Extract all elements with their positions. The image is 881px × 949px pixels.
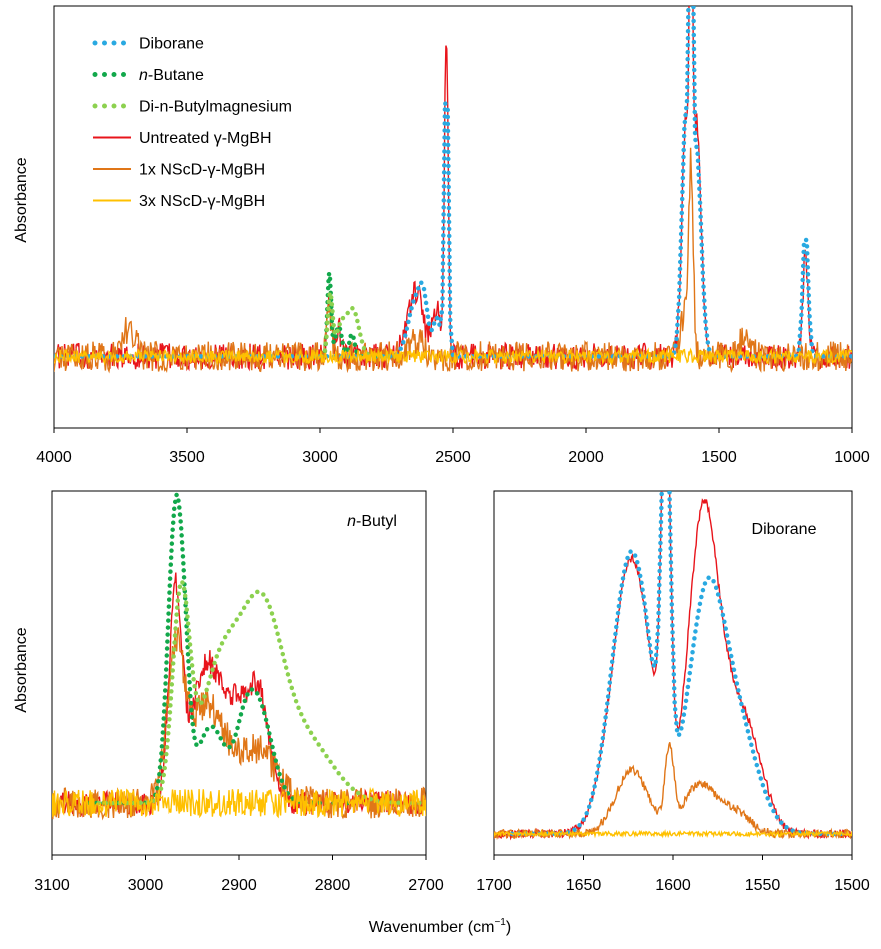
- x-tick-label: 2900: [221, 877, 257, 894]
- legend-label: Untreated γ-MgBH: [139, 130, 272, 147]
- series-nscd3: [52, 786, 426, 819]
- legend-item-butane: n-Butane: [92, 67, 204, 84]
- x-tick-label: 3000: [302, 449, 338, 466]
- series-nscd1: [54, 147, 852, 374]
- x-tick-label: 2700: [408, 877, 444, 894]
- legend-item-nscd1: 1x NScD-γ-MgBH: [93, 162, 265, 179]
- chart-diborane: 1700 1650 1600 1550 1500 Diborane: [476, 490, 870, 894]
- panel-title: n-Butyl: [347, 513, 397, 530]
- plot-area: [54, 6, 852, 374]
- series-diborane: [509, 491, 846, 837]
- x-tick-label: 1650: [566, 877, 602, 894]
- panel-title: Diborane: [752, 521, 817, 538]
- x-tick-label: 1000: [834, 449, 870, 466]
- x-tick-label: 2500: [435, 449, 471, 466]
- plot-area: [494, 491, 852, 841]
- x-tick-label: 2000: [568, 449, 604, 466]
- x-tick-label: 3100: [34, 877, 70, 894]
- x-tick-label: 3000: [128, 877, 164, 894]
- legend-label: Di-n-Butylmagnesium: [139, 99, 292, 116]
- legend-item-nscd3: 3x NScD-γ-MgBH: [93, 193, 265, 210]
- legend-item-diborane: Diborane: [92, 36, 204, 53]
- x-tick-label: 1500: [701, 449, 737, 466]
- series-nscd3: [494, 828, 852, 839]
- x-tick-label: 1550: [745, 877, 781, 894]
- x-tick-label: 4000: [36, 449, 72, 466]
- series-untreated: [54, 6, 852, 372]
- series-untreated: [52, 572, 426, 818]
- legend-label: 3x NScD-γ-MgBH: [139, 193, 265, 210]
- x-tick-label: 1500: [834, 877, 870, 894]
- series-nscd1: [494, 742, 852, 841]
- series-dibutylmg: [96, 578, 426, 806]
- x-axis-label: Wavenumber (cm−1): [369, 917, 511, 936]
- chart-overview: 4000 3500 3000 2500 2000 1500 1000 Absorbance Di…: [13, 5, 870, 466]
- plot-area: [52, 493, 426, 821]
- y-axis-label: Absorbance: [13, 157, 30, 242]
- legend-item-untreated: Untreated γ-MgBH: [93, 130, 272, 147]
- series-dibutylmg: [312, 289, 403, 359]
- y-axis-label: Absorbance: [13, 627, 30, 712]
- legend-label: n-Butane: [139, 67, 204, 84]
- legend-label: Diborane: [139, 36, 204, 53]
- series-nscd3: [54, 347, 852, 366]
- x-tick-label: 1700: [476, 877, 512, 894]
- legend-item-dibutylmg: Di-n-Butylmagnesium: [92, 99, 292, 116]
- legend: Diborane n-Butane Di-n-Butylmagnesium Untre…: [92, 36, 292, 210]
- chart-n-butyl: 3100 3000 2900 2800 2700 Absorbance n-Butyl: [13, 490, 444, 894]
- x-tick-label: 2800: [315, 877, 351, 894]
- legend-label: 1x NScD-γ-MgBH: [139, 162, 265, 179]
- x-tick-label: 1600: [655, 877, 691, 894]
- x-tick-label: 3500: [169, 449, 205, 466]
